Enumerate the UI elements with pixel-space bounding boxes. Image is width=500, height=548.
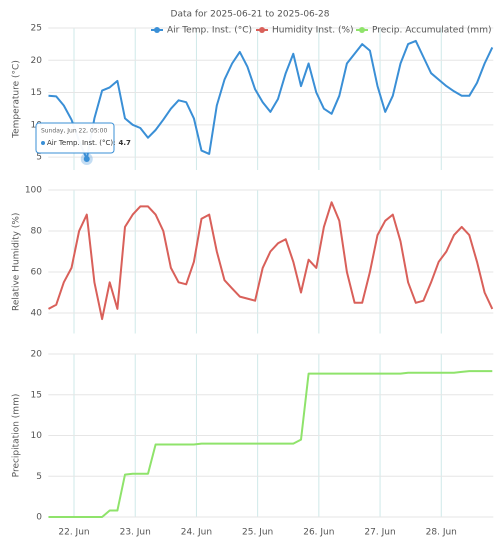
tooltip-value: 4.7: [119, 139, 132, 147]
y-tick-label: 15: [31, 88, 42, 98]
x-tick-label: 22. Jun: [58, 528, 89, 538]
x-tick-label: 24. Jun: [181, 528, 212, 538]
x-tick-label: 25. Jun: [242, 528, 273, 538]
series-line: [48, 370, 493, 518]
y-axis-title: Precipitation (mm): [12, 394, 22, 478]
hover-point: [83, 156, 90, 163]
x-tick-label: 23. Jun: [120, 528, 151, 538]
tooltip-header: Sunday, Jun 22, 05:00: [41, 128, 107, 135]
legend-dot: [259, 27, 265, 33]
y-tick-label: 15: [31, 390, 42, 400]
legend-dot: [359, 27, 365, 33]
tooltip: Sunday, Jun 22, 05:00 Air Temp. Inst. (°C…: [35, 122, 131, 154]
y-tick-label: 60: [31, 268, 43, 278]
y-axis-title: Relative Humidity (%): [12, 213, 22, 311]
y-tick-label: 5: [36, 472, 42, 482]
legend-label: Precip. Accumulated (mm): [372, 26, 491, 36]
y-tick-label: 0: [36, 513, 42, 523]
y-tick-label: 20: [31, 350, 43, 360]
chart-title: Data for 2025-06-21 to 2025-06-28: [171, 10, 330, 20]
tooltip-label: Air Temp. Inst. (°C):: [47, 139, 116, 147]
y-tick-label: 20: [31, 56, 43, 66]
legend-label: Humidity Inst. (%): [272, 26, 354, 36]
y-tick-label: 100: [25, 186, 42, 196]
tooltip-box: [35, 122, 115, 154]
y-tick-label: 40: [31, 309, 43, 319]
y-axis-title: Temperature (°C): [12, 60, 22, 139]
y-tick-label: 80: [31, 227, 43, 237]
y-tick-label: 5: [36, 153, 42, 163]
series-line: [48, 39, 494, 160]
legend-label: Air Temp. Inst. (°C): [167, 26, 252, 36]
x-tick-label: 27. Jun: [364, 528, 395, 538]
tooltip-dot: [41, 141, 45, 145]
series-line: [48, 201, 494, 321]
y-tick-label: 10: [31, 431, 43, 441]
legend-dot: [154, 27, 160, 33]
tooltip-text: Air Temp. Inst. (°C): 4.7: [47, 139, 131, 147]
x-tick-label: 28. Jun: [426, 528, 457, 538]
y-tick-label: 25: [31, 24, 42, 34]
x-tick-label: 26. Jun: [303, 528, 334, 538]
